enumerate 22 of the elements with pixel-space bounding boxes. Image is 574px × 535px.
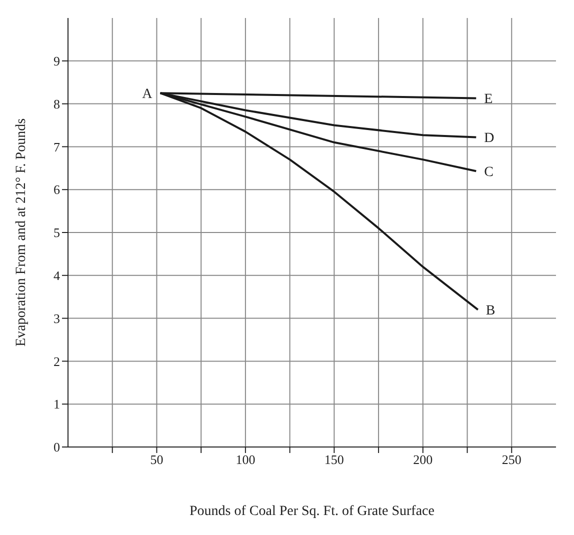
y-tick-label: 2 [54, 354, 60, 369]
x-tick-label: 250 [502, 452, 522, 468]
y-axis-title: Evaporation From and at 212° F. Pounds [14, 118, 29, 347]
y-tick-label: 8 [54, 96, 60, 112]
x-tick-label: 200 [413, 452, 433, 468]
x-axis-title: Pounds of Coal Per Sq. Ft. of Grate Surface [190, 504, 434, 519]
y-tick-label: 4 [54, 268, 60, 284]
y-tick-label: 7 [54, 139, 60, 154]
y-tick-label: 5 [54, 225, 60, 240]
annotation: A [142, 87, 154, 102]
y-tick-label: 3 [54, 310, 60, 326]
annotation: E [484, 92, 493, 108]
y-tick-label: 9 [54, 54, 60, 69]
annotation: D [484, 131, 494, 146]
x-tick-label: 50 [150, 452, 164, 468]
y-tick-label: 6 [54, 182, 60, 198]
y-tick-label: 1 [54, 396, 60, 412]
x-tick-label: 150 [324, 452, 344, 468]
y-tick-label: 0 [54, 440, 60, 455]
x-tick-label: 100 [236, 452, 256, 468]
annotation: C [484, 165, 494, 180]
annotation: B [486, 304, 496, 319]
